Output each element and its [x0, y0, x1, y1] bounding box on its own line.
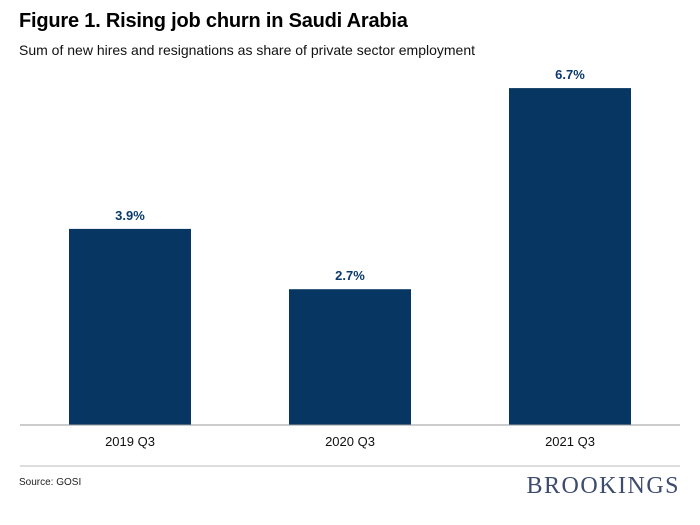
data-label: 6.7%	[555, 67, 585, 82]
x-tick-label: 2021 Q3	[545, 434, 595, 449]
data-label: 2.7%	[335, 268, 365, 283]
x-tick-label: 2019 Q3	[105, 434, 155, 449]
bar-2021-q3	[509, 88, 631, 425]
bar-2020-q3	[289, 289, 411, 425]
bar-2019-q3	[69, 228, 191, 425]
data-label: 3.9%	[115, 208, 145, 223]
brookings-logo: BROOKINGS	[526, 473, 680, 499]
bar-chart: 3.9% 2.7% 6.7% 2019 Q3 2020 Q3 2021 Q3	[20, 67, 680, 467]
chart-title: Figure 1. Rising job churn in Saudi Arab…	[19, 10, 408, 32]
source-note: Source: GOSI	[19, 477, 82, 488]
x-tick-label: 2020 Q3	[325, 434, 375, 449]
chart-subtitle: Sum of new hires and resignations as sha…	[19, 42, 476, 58]
